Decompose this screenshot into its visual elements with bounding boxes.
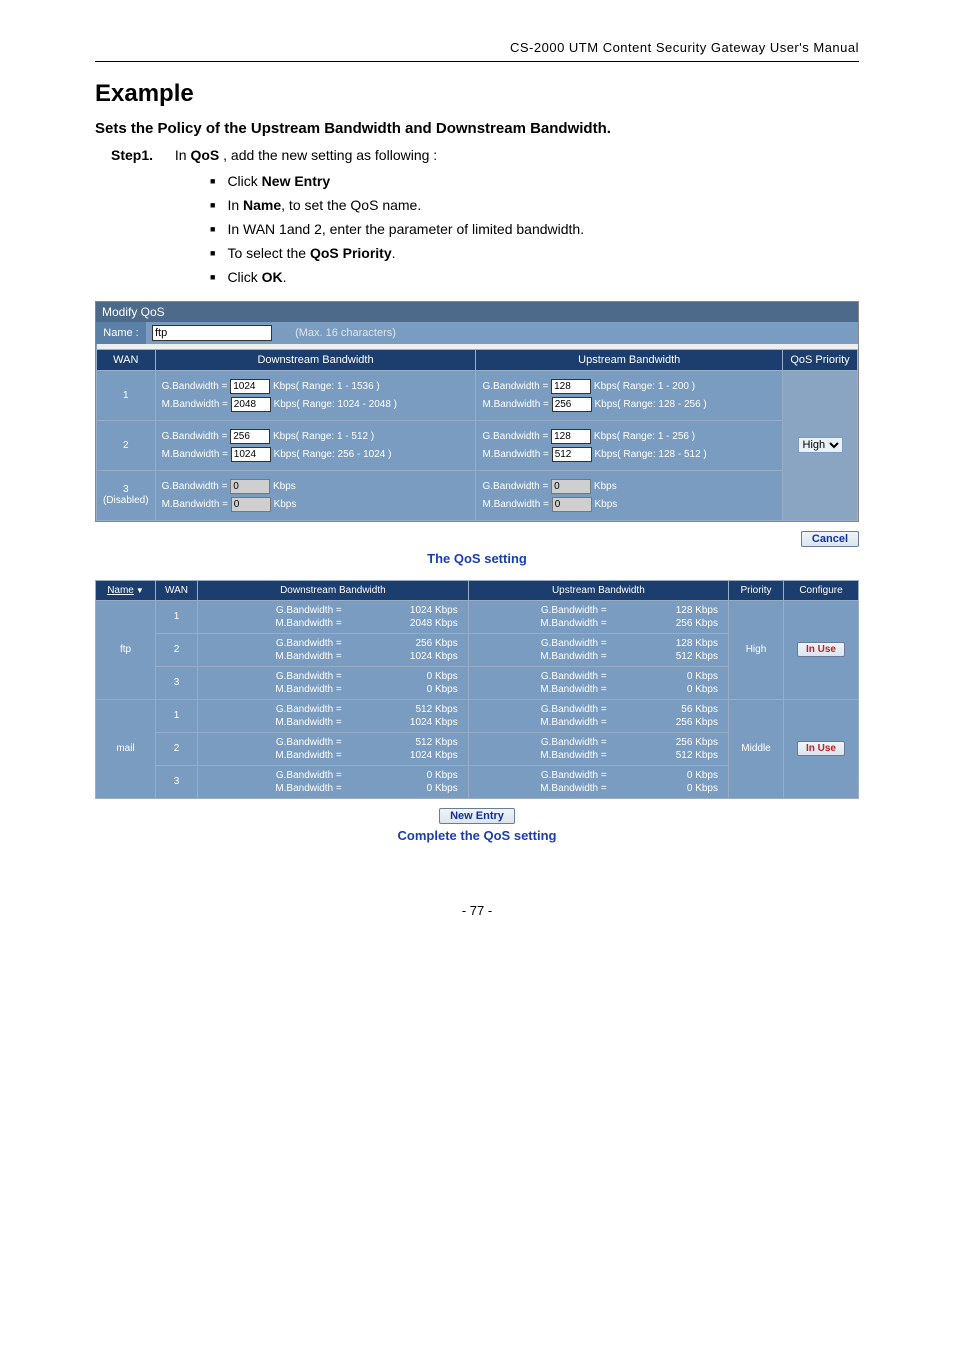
col-prio: QoS Priority [783, 349, 858, 370]
priority-select[interactable]: High [798, 437, 843, 453]
caption-2: Complete the QoS setting [95, 828, 859, 843]
sum-prio: Middle [729, 699, 784, 798]
up-m-input[interactable] [552, 397, 592, 412]
sum-col-prio: Priority [729, 580, 784, 600]
step-intro-suf: , add the new setting as following : [219, 147, 437, 163]
col-down: Downstream Bandwidth [155, 349, 476, 370]
sum-wan: 3 [156, 765, 198, 798]
cancel-button[interactable]: Cancel [801, 531, 859, 547]
down-m-input[interactable] [231, 447, 271, 462]
sum-name: mail [96, 699, 156, 798]
modify-qos-panel: Modify QoS Name : (Max. 16 characters) W… [95, 301, 859, 522]
sum-up: G.Bandwidth =0 KbpsM.Bandwidth =0 Kbps [468, 765, 728, 798]
step-line: Step1. In QoS , add the new setting as f… [111, 147, 859, 163]
col-up: Upstream Bandwidth [476, 349, 783, 370]
sum-col-up: Upstream Bandwidth [468, 580, 728, 600]
sum-up: G.Bandwidth =56 KbpsM.Bandwidth =256 Kbp… [468, 699, 728, 732]
up-cell: G.Bandwidth = Kbps( Range: 1 - 200 )M.Ba… [476, 370, 783, 420]
sum-wan: 2 [156, 732, 198, 765]
sum-up: G.Bandwidth =0 KbpsM.Bandwidth =0 Kbps [468, 666, 728, 699]
down-cell: G.Bandwidth = Kbps( Range: 1 - 512 )M.Ba… [155, 420, 476, 470]
bullet-item: In WAN 1and 2, enter the parameter of li… [210, 221, 859, 237]
sum-wan: 1 [156, 600, 198, 633]
sum-down: G.Bandwidth =0 KbpsM.Bandwidth =0 Kbps [198, 666, 469, 699]
wan-label: 3(Disabled) [97, 470, 156, 520]
sum-down: G.Bandwidth =0 KbpsM.Bandwidth =0 Kbps [198, 765, 469, 798]
name-hint: (Max. 16 characters) [295, 327, 396, 339]
summary-table: Name▼ WAN Downstream Bandwidth Upstream … [95, 580, 859, 799]
modify-form-table: WAN Downstream Bandwidth Upstream Bandwi… [96, 344, 858, 521]
page-number: - 77 - [95, 903, 859, 918]
sum-col-down: Downstream Bandwidth [198, 580, 469, 600]
sum-prio: High [729, 600, 784, 699]
step-intro-pre: In [175, 147, 191, 163]
sort-down-icon: ▼ [136, 586, 144, 595]
inuse-button[interactable]: In Use [797, 642, 845, 657]
sum-conf: In Use [784, 600, 859, 699]
bullet-item: To select the QoS Priority. [210, 245, 859, 261]
caption-1: The QoS setting [95, 551, 859, 566]
step-intro-bold: QoS [190, 147, 219, 163]
down-cell: G.Bandwidth = KbpsM.Bandwidth = Kbps [155, 470, 476, 520]
down-g-input [230, 479, 270, 494]
sum-wan: 1 [156, 699, 198, 732]
bullet-item: Click OK. [210, 269, 859, 285]
wan-label: 1 [97, 370, 156, 420]
sum-up: G.Bandwidth =128 KbpsM.Bandwidth =256 Kb… [468, 600, 728, 633]
up-g-input [551, 479, 591, 494]
step-label: Step1. [111, 147, 153, 163]
priority-cell: High [783, 370, 858, 520]
up-g-input[interactable] [551, 429, 591, 444]
section-title: Example [95, 80, 859, 108]
down-g-input[interactable] [230, 379, 270, 394]
sum-down: G.Bandwidth =512 KbpsM.Bandwidth =1024 K… [198, 699, 469, 732]
bullet-item: In Name, to set the QoS name. [210, 197, 859, 213]
sum-down: G.Bandwidth =512 KbpsM.Bandwidth =1024 K… [198, 732, 469, 765]
sum-wan: 2 [156, 633, 198, 666]
bullet-list: Click New Entry In Name, to set the QoS n… [210, 173, 859, 285]
sum-wan: 3 [156, 666, 198, 699]
sum-conf: In Use [784, 699, 859, 798]
new-entry-button[interactable]: New Entry [439, 808, 515, 824]
col-wan: WAN [97, 349, 156, 370]
name-label-cell: Name : [96, 322, 146, 344]
inuse-button[interactable]: In Use [797, 741, 845, 756]
up-cell: G.Bandwidth = Kbps( Range: 1 - 256 )M.Ba… [476, 420, 783, 470]
down-cell: G.Bandwidth = Kbps( Range: 1 - 1536 )M.B… [155, 370, 476, 420]
sum-up: G.Bandwidth =256 KbpsM.Bandwidth =512 Kb… [468, 732, 728, 765]
name-input-cell: (Max. 16 characters) [146, 322, 858, 344]
up-m-input [552, 497, 592, 512]
modify-title: Modify QoS [96, 302, 858, 322]
sum-col-wan: WAN [156, 580, 198, 600]
wan-label: 2 [97, 420, 156, 470]
up-cell: G.Bandwidth = KbpsM.Bandwidth = Kbps [476, 470, 783, 520]
sum-down: G.Bandwidth =1024 KbpsM.Bandwidth =2048 … [198, 600, 469, 633]
sum-col-conf: Configure [784, 580, 859, 600]
down-g-input[interactable] [230, 429, 270, 444]
subheading: Sets the Policy of the Upstream Bandwidt… [95, 120, 859, 137]
bullet-item: Click New Entry [210, 173, 859, 189]
up-g-input[interactable] [551, 379, 591, 394]
name-input[interactable] [152, 325, 272, 341]
sum-down: G.Bandwidth =256 KbpsM.Bandwidth =1024 K… [198, 633, 469, 666]
down-m-input [231, 497, 271, 512]
page-header: CS-2000 UTM Content Security Gateway Use… [95, 40, 859, 62]
up-m-input[interactable] [552, 447, 592, 462]
sum-col-name[interactable]: Name▼ [96, 580, 156, 600]
sum-name: ftp [96, 600, 156, 699]
sum-up: G.Bandwidth =128 KbpsM.Bandwidth =512 Kb… [468, 633, 728, 666]
down-m-input[interactable] [231, 397, 271, 412]
